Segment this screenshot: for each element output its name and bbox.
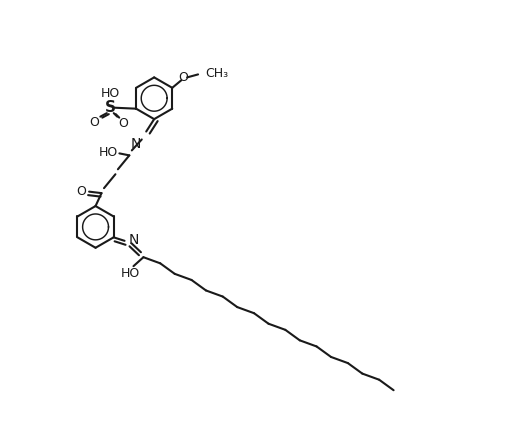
- Text: S: S: [105, 100, 116, 115]
- Text: CH₃: CH₃: [205, 68, 228, 80]
- Text: HO: HO: [99, 146, 118, 159]
- Text: O: O: [90, 116, 99, 129]
- Text: O: O: [77, 185, 87, 198]
- Text: HO: HO: [121, 267, 140, 280]
- Text: O: O: [179, 71, 188, 85]
- Text: HO: HO: [101, 87, 120, 100]
- Text: N: N: [131, 137, 141, 151]
- Text: O: O: [118, 116, 128, 130]
- Text: N: N: [129, 233, 139, 247]
